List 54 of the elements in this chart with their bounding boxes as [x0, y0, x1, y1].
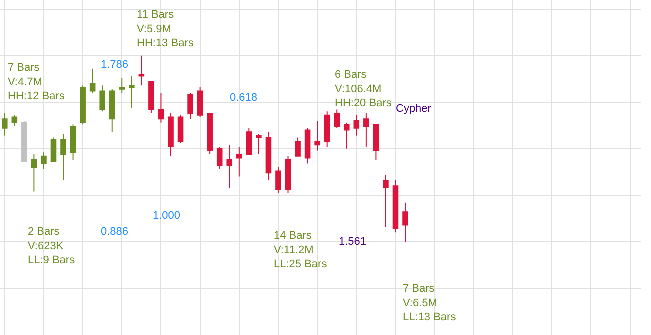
candlestick: [148, 81, 154, 114]
candlestick: [50, 137, 57, 162]
candlestick: [70, 124, 76, 161]
candlestick: [246, 128, 252, 155]
candlestick: [295, 137, 301, 157]
candlestick: [226, 144, 233, 188]
candlestick: [31, 154, 38, 192]
candlestick: [314, 120, 320, 152]
text: 7 Bars V:6.5M LL:13 Bars: [403, 283, 457, 324]
candlestick: [334, 109, 340, 129]
candlestick: [22, 120, 28, 162]
candlestick: [178, 114, 184, 144]
candlestick: [285, 156, 292, 194]
candlestick: [80, 85, 86, 126]
candlestick: [119, 78, 126, 94]
annotation: 1.561: [339, 236, 367, 248]
annotation: 0.886: [101, 226, 129, 238]
annotation: 7 Bars V:4.7M HH:12 Bars: [8, 62, 66, 103]
candlestick: [266, 132, 272, 182]
candlestick: [364, 113, 370, 148]
candlestick: [168, 113, 174, 157]
candlestick: [90, 68, 96, 94]
candlestick: [2, 113, 8, 136]
candlestick: [344, 122, 350, 150]
annotation: 1.000: [153, 210, 181, 222]
candlestick: [158, 92, 164, 124]
candlestick: [41, 152, 47, 170]
candlestick: [392, 180, 399, 234]
candlestick: [188, 92, 194, 120]
candlestick: [354, 114, 360, 136]
annotation: 0.618: [230, 92, 258, 104]
candlestick: [402, 202, 408, 242]
annotation: 6 Bars V:106.4M HH:20 Bars: [335, 69, 392, 110]
candlestick: [216, 146, 223, 170]
candlestick: [12, 114, 18, 128]
candlestick: [100, 85, 106, 112]
candlestick: [109, 88, 116, 133]
annotation: 2 Bars V:623K LL:9 Bars: [28, 226, 76, 267]
candlestick: [207, 113, 213, 155]
candlestick: [304, 128, 311, 164]
candlestick: [60, 134, 66, 182]
candlestick: [197, 86, 204, 118]
candlestick: [138, 55, 145, 86]
annotation: Cypher: [396, 103, 432, 115]
annotation: 14 Bars V:11.2M LL:25 Bars: [274, 230, 328, 271]
candlestick: [129, 76, 135, 108]
candlestick: [256, 134, 262, 155]
candlestick: [236, 146, 242, 178]
candlestick: [324, 111, 330, 148]
annotation: 1.786: [101, 59, 129, 71]
candlestick: [276, 167, 282, 194]
text: 11 Bars V:5.9M HH:13 Bars: [137, 9, 194, 50]
candlestick: [383, 174, 389, 228]
candlestick: [373, 124, 380, 161]
